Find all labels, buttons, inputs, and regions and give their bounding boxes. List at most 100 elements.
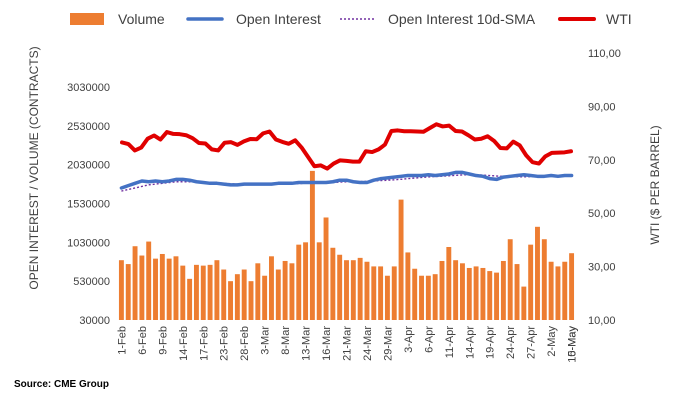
volume-bar xyxy=(412,268,418,320)
right-tick-label: 10,00 xyxy=(588,315,616,327)
volume-bar xyxy=(480,267,486,320)
left-axis-ticks: 30000 530000 1030000 1530000 2030000 2530000 3… xyxy=(67,82,110,327)
volume-bar xyxy=(494,272,500,320)
volume-bar xyxy=(521,286,527,320)
volume-bar xyxy=(384,275,390,320)
series-lines xyxy=(119,122,574,192)
legend-oi-sma-label: Open Interest 10d-SMA xyxy=(388,11,536,27)
legend: Volume Open Interest Open Interest 10d-S… xyxy=(70,11,632,27)
volume-bar xyxy=(350,260,356,320)
volume-bar xyxy=(282,260,288,320)
volume-bar xyxy=(569,253,575,320)
volume-bar xyxy=(303,242,309,320)
volume-bar xyxy=(159,253,165,320)
x-tick-label: 23-Feb xyxy=(219,326,231,361)
x-tick-label: 10-May xyxy=(567,326,579,363)
right-tick-label: 90,00 xyxy=(588,101,616,113)
x-tick-label: 28-Feb xyxy=(239,326,251,361)
volume-bar xyxy=(432,274,438,320)
x-tick-label: 11-Apr xyxy=(444,326,456,359)
source-note: Source: CME Group xyxy=(14,379,109,390)
right-tick-label: 110,00 xyxy=(588,48,621,60)
volume-bar xyxy=(535,226,540,320)
x-tick-label: 21-Mar xyxy=(342,326,354,361)
volume-bar xyxy=(275,269,281,320)
right-axis-title: WTI ($ PER BARREL) xyxy=(648,125,662,244)
x-tick-label: 8-Mar xyxy=(280,326,292,355)
volume-bar xyxy=(528,244,534,320)
volume-bar xyxy=(214,260,220,320)
x-tick-label: 5-May xyxy=(567,326,579,357)
left-tick-label: 2030000 xyxy=(67,160,110,172)
x-tick-label: 16-Mar xyxy=(321,326,333,361)
x-tick-label: 27-Apr xyxy=(526,326,538,359)
volume-bar xyxy=(371,266,377,320)
volume-bar xyxy=(439,260,445,320)
volume-bar xyxy=(262,275,268,320)
volume-bar xyxy=(364,261,370,320)
volume-bar xyxy=(323,217,329,320)
volume-bar xyxy=(118,260,124,320)
x-tick-label: 9-Feb xyxy=(157,326,169,355)
volume-bar xyxy=(541,239,547,320)
volume-bar xyxy=(139,255,145,320)
volume-bar xyxy=(391,266,397,320)
volume-bar xyxy=(316,242,322,320)
volume-bar xyxy=(344,260,349,320)
volume-bar xyxy=(446,246,452,320)
left-axis-title: OPEN INTEREST / VOLUME (CONTRACTS) xyxy=(27,46,41,289)
x-tick-label: 29-Mar xyxy=(382,326,394,361)
volume-bar xyxy=(337,254,343,320)
x-tick-label: 6-Feb xyxy=(137,326,149,355)
x-tick-label: 17-Feb xyxy=(198,326,210,361)
volume-bar xyxy=(500,260,506,320)
volume-bar xyxy=(405,252,411,320)
volume-bar xyxy=(146,241,152,320)
left-tick-label: 530000 xyxy=(73,276,110,288)
volume-bar xyxy=(548,261,554,320)
x-tick-label: 19-Apr xyxy=(485,326,497,359)
volume-bar xyxy=(200,265,206,320)
right-axis-ticks: 10,00 30,00 50,00 70,00 90,00 110,00 xyxy=(588,48,621,327)
volume-bar xyxy=(419,275,424,320)
right-tick-label: 50,00 xyxy=(588,208,616,220)
left-tick-label: 30000 xyxy=(79,315,110,327)
volume-bar xyxy=(425,275,431,320)
volume-bar xyxy=(153,258,158,320)
left-tick-label: 1530000 xyxy=(67,199,110,211)
legend-volume-label: Volume xyxy=(118,11,165,27)
volume-bar xyxy=(269,256,274,320)
legend-wti-label: WTI xyxy=(606,11,632,27)
open-interest-sma-line xyxy=(121,173,572,192)
volume-bar xyxy=(132,246,138,320)
volume-bars xyxy=(118,170,575,320)
x-tick-label: 2-May xyxy=(546,326,558,357)
volume-bar xyxy=(473,266,479,320)
volume-bar xyxy=(180,265,186,320)
volume-bar xyxy=(255,263,261,320)
volume-bar xyxy=(514,264,520,320)
wti-line xyxy=(120,122,573,171)
x-tick-label: 14-Feb xyxy=(178,326,190,361)
right-tick-label: 30,00 xyxy=(588,262,616,274)
x-tick-label: 3-Mar xyxy=(260,326,272,355)
volume-bar xyxy=(207,264,213,320)
volume-bar xyxy=(487,271,493,320)
open-interest-line xyxy=(119,170,574,190)
volume-bar xyxy=(398,199,404,320)
x-tick-label: 1-Feb xyxy=(116,326,128,355)
x-axis-ticks: 1-Feb 6-Feb 9-Feb 14-Feb 17-Feb 23-Feb 28-Feb 3… xyxy=(116,326,578,363)
volume-bar xyxy=(296,244,302,320)
volume-bar xyxy=(466,267,472,320)
volume-bar xyxy=(125,264,131,320)
volume-bar xyxy=(330,247,336,320)
x-tick-label: 24-Mar xyxy=(362,326,374,361)
x-tick-label: 24-Apr xyxy=(505,326,517,359)
volume-bar xyxy=(166,258,172,320)
left-tick-label: 2530000 xyxy=(67,121,110,133)
volume-bar xyxy=(460,263,465,320)
left-tick-label: 1030000 xyxy=(67,237,110,249)
volume-bar xyxy=(289,263,295,320)
